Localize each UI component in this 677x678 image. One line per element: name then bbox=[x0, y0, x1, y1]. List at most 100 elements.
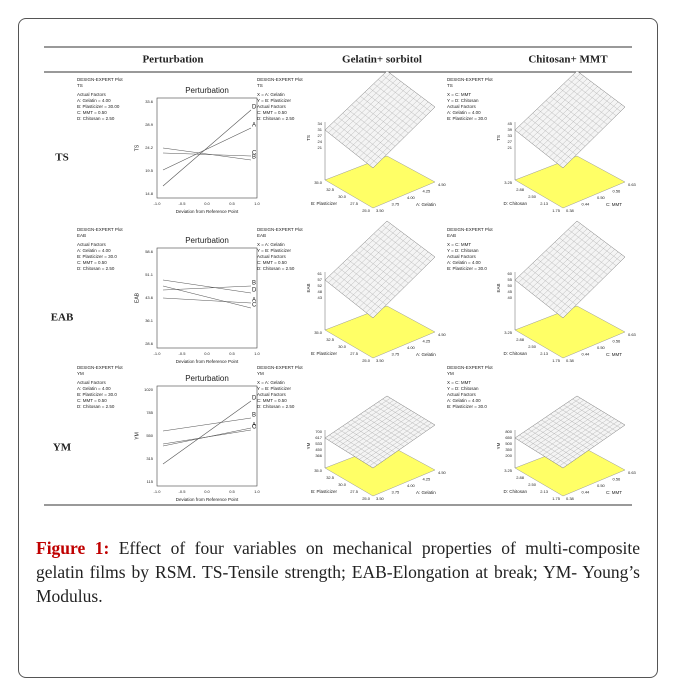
z-tick-label: 500 bbox=[505, 441, 512, 446]
plot-info: B: Plasticizer = 30.0 bbox=[447, 404, 487, 409]
z-tick-label: 45 bbox=[508, 121, 513, 126]
surface-grid bbox=[366, 251, 429, 313]
x-axis-label: Deviation from Reference Point bbox=[176, 359, 239, 364]
surface-grid bbox=[556, 251, 619, 313]
plot-info: DESIGN-EXPERT Plot bbox=[257, 365, 303, 370]
effect-label: A bbox=[252, 298, 256, 304]
x-tick-label: 0.38 bbox=[566, 496, 575, 501]
surface-grid bbox=[552, 99, 615, 161]
x-tick-label: 0.50 bbox=[597, 345, 606, 350]
y-tick-label: 2.50 bbox=[528, 194, 537, 199]
z-tick-label: 700 bbox=[315, 429, 322, 434]
x-tick-label: 3.75 bbox=[392, 352, 401, 357]
surface-grid bbox=[542, 241, 605, 302]
surface-grid bbox=[352, 241, 415, 302]
plot-info: X = C: MMT bbox=[447, 380, 471, 385]
z-tick-label: 40 bbox=[508, 295, 513, 300]
plot-info: C: MMT = 0.50 bbox=[257, 398, 287, 403]
surface-grid bbox=[352, 412, 415, 456]
plot-info: Y = B: Plasticizer bbox=[257, 98, 292, 103]
effect-label: B bbox=[252, 155, 256, 161]
z-tick-label: 350 bbox=[505, 447, 512, 452]
effect-line bbox=[162, 127, 252, 171]
plot-title: Perturbation bbox=[185, 236, 229, 245]
y-tick-label: 25.0 bbox=[362, 496, 371, 501]
surface-grid bbox=[568, 401, 617, 432]
x-tick-label: 0.44 bbox=[582, 352, 591, 357]
x-axis-label: Deviation from Reference Point bbox=[176, 209, 239, 214]
y-tick-label: 51.1 bbox=[145, 272, 154, 277]
y-tick-label: 2.88 bbox=[516, 475, 525, 480]
plot-info: D: Chitosan = 2.50 bbox=[77, 266, 115, 271]
x-tick-label: 4.00 bbox=[407, 195, 416, 200]
surface-grid bbox=[545, 100, 595, 138]
z-tick-label: 31 bbox=[318, 127, 323, 132]
surface-grid bbox=[362, 99, 425, 161]
x-tick-label: 0.38 bbox=[566, 358, 575, 363]
y-tick-label: 2.50 bbox=[528, 482, 537, 487]
surface-grid bbox=[552, 418, 615, 462]
surface-grid bbox=[369, 87, 418, 125]
z-tick-label: 45 bbox=[508, 289, 513, 294]
x-tick-label: -0.5 bbox=[179, 351, 187, 356]
z-tick-label: 60 bbox=[508, 271, 513, 276]
plot-info: Actual Factors bbox=[447, 254, 477, 259]
x-tick-label: -0.5 bbox=[179, 201, 187, 206]
x-tick-label: 3.75 bbox=[392, 490, 401, 495]
effect-label: C bbox=[252, 151, 257, 157]
plot-info: DESIGN-EXPERT Plot bbox=[447, 227, 493, 232]
plot-info: YM bbox=[447, 371, 454, 376]
row-label: YM bbox=[53, 442, 72, 454]
y-tick-label: 2.88 bbox=[516, 187, 525, 192]
x-tick-label: 4.25 bbox=[423, 339, 432, 344]
plot-info: X = A: Gelatin bbox=[257, 92, 285, 97]
y-tick-label: 3.25 bbox=[504, 330, 513, 335]
caption-label: Figure 1: bbox=[36, 538, 110, 558]
plot-info: X = A: Gelatin bbox=[257, 380, 285, 385]
x-tick-label: 4.25 bbox=[423, 477, 432, 482]
surface-grid bbox=[352, 91, 415, 152]
z-tick-label: 57 bbox=[318, 277, 323, 282]
surface-grid bbox=[559, 87, 608, 125]
y-tick-label: 550 bbox=[146, 433, 153, 438]
y-tick-label: 3.25 bbox=[504, 468, 513, 473]
x-tick-label: 4.00 bbox=[407, 483, 416, 488]
surface-grid bbox=[360, 246, 409, 284]
plot-info: D: Chitosan = 2.50 bbox=[257, 266, 295, 271]
y-tick-label: 1020 bbox=[144, 387, 154, 392]
x-tick-label: 4.25 bbox=[423, 189, 432, 194]
y-tick-label: 33.6 bbox=[145, 99, 154, 104]
surface-grid bbox=[355, 414, 418, 458]
surface-grid bbox=[572, 225, 621, 262]
x-tick-label: 0.0 bbox=[204, 489, 210, 494]
surface-grid bbox=[362, 418, 425, 462]
plot-info: EAB bbox=[77, 233, 86, 238]
plot-info: Y = D: Chitosan bbox=[447, 386, 479, 391]
plot-info: A: Gelatin = 4.00 bbox=[77, 386, 111, 391]
effect-label: D bbox=[252, 288, 257, 294]
surface-grid bbox=[382, 225, 431, 262]
z-tick-label: 450 bbox=[315, 447, 322, 452]
plot-info: DESIGN-EXPERT Plot bbox=[77, 77, 123, 82]
plot-info: A: Gelatin = 4.00 bbox=[447, 260, 481, 265]
surface-grid bbox=[559, 422, 622, 467]
surface-grid bbox=[373, 83, 422, 121]
base-plane bbox=[514, 305, 626, 359]
surface-grid bbox=[369, 407, 418, 438]
plot-info: Y = B: Plasticizer bbox=[257, 386, 292, 391]
plot-info: A: Gelatin = 4.00 bbox=[447, 110, 481, 115]
effect-line bbox=[162, 297, 252, 304]
base-plane bbox=[324, 155, 436, 209]
plot-info: B: Plasticizer = 30.0 bbox=[447, 116, 487, 121]
plot-info: Y = D: Chitosan bbox=[447, 248, 479, 253]
z-tick-label: 617 bbox=[315, 435, 322, 440]
surface-grid bbox=[369, 422, 432, 467]
x-tick-label: 0.5 bbox=[229, 201, 235, 206]
surface bbox=[514, 220, 626, 319]
x-tick-label: 0.63 bbox=[628, 470, 637, 475]
x-axis-label: A: Gelatin bbox=[416, 490, 436, 495]
x-tick-label: 0.44 bbox=[582, 490, 591, 495]
z-tick-label: 27 bbox=[318, 133, 323, 138]
z-tick-label: 39 bbox=[508, 127, 513, 132]
z-axis-label: TS bbox=[496, 135, 501, 141]
